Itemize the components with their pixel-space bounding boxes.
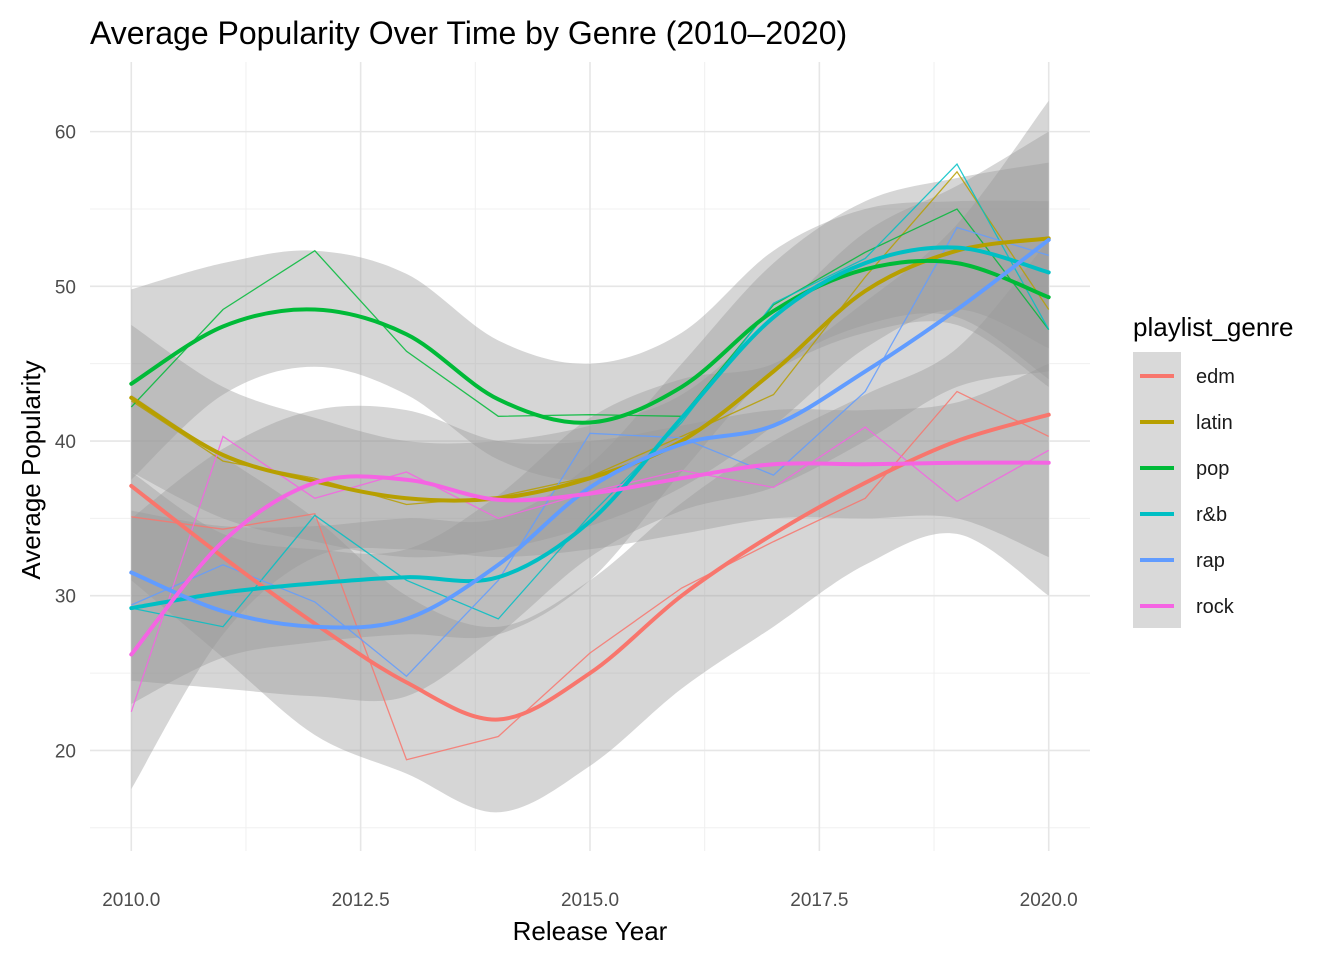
legend-label-rap: rap	[1196, 550, 1225, 572]
legend-key-background	[1133, 352, 1181, 628]
smooth-line-latin	[129, 236, 1051, 503]
x-tick-label: 2015.0	[561, 890, 619, 911]
ribbon-rock	[131, 363, 1049, 790]
ribbon-randb	[131, 162, 1049, 705]
confidence-ribbons	[131, 100, 1049, 813]
smooth-line-pop	[129, 258, 1051, 425]
raw-line-rap	[131, 226, 1049, 678]
legend-label-randb: r&b	[1196, 504, 1227, 526]
legend-title: playlist_genre	[1133, 312, 1293, 342]
y-axis-title: Average Popularity	[16, 360, 46, 579]
ribbon-rap	[131, 100, 1049, 702]
y-tick-label: 60	[55, 123, 76, 144]
x-tick-label: 2012.5	[332, 890, 390, 911]
smooth-line-randb	[129, 245, 1051, 611]
y-tick-label: 50	[55, 277, 76, 298]
y-tick-label: 30	[55, 587, 76, 608]
smoothed-series-lines	[129, 236, 1051, 722]
x-axis-title: Release Year	[513, 916, 668, 946]
legend: playlist_genre edm latin pop r&b rap rock	[1133, 312, 1293, 628]
raw-line-pop	[130, 208, 1050, 417]
ribbon-latin	[131, 131, 1049, 558]
x-tick-label: 2020.0	[1020, 890, 1078, 911]
ribbon-edm	[131, 239, 1049, 813]
legend-label-latin: latin	[1196, 412, 1233, 434]
x-tick-label: 2010.0	[102, 890, 160, 911]
y-tick-label: 40	[55, 432, 76, 453]
y-tick-label: 20	[55, 741, 76, 762]
legend-label-rock: rock	[1196, 596, 1235, 618]
smooth-line-edm	[129, 412, 1051, 722]
ribbon-pop	[131, 200, 1049, 481]
x-tick-label: 2017.5	[790, 890, 848, 911]
y-axis-tick-labels: 20 30 40 50 60	[55, 123, 76, 763]
smooth-line-rock	[129, 460, 1051, 657]
chart-title: Average Popularity Over Time by Genre (2…	[90, 15, 847, 51]
legend-label-pop: pop	[1196, 458, 1229, 480]
x-axis-tick-labels: 2010.0 2012.5 2015.0 2017.5 2020.0	[102, 890, 1078, 911]
legend-label-edm: edm	[1196, 366, 1235, 388]
raw-line-randb	[131, 163, 1050, 628]
smooth-line-rap	[129, 237, 1051, 630]
